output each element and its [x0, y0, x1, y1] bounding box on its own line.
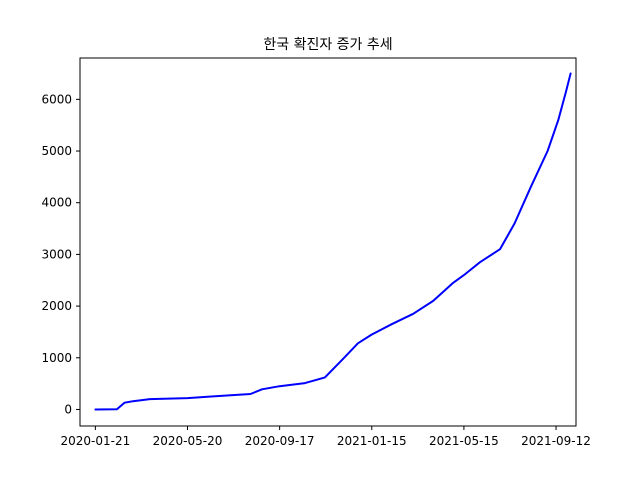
series-group: [94, 72, 572, 411]
y-tick-label: 3000: [41, 247, 72, 261]
chart-title: 한국 확진자 증가 추세: [263, 37, 392, 53]
y-axis: 0 1000 2000 3000 4000 5000 6000: [41, 92, 80, 416]
y-tick-label: 1000: [41, 351, 72, 365]
y-tick-label: 6000: [41, 92, 72, 106]
x-tick-label: 2021-09-12: [521, 434, 591, 448]
y-tick-label: 0: [64, 402, 72, 416]
x-tick-label: 2021-01-15: [337, 434, 407, 448]
y-tick-label: 5000: [41, 144, 72, 158]
y-tick-label: 2000: [41, 299, 72, 313]
x-axis: 2020-01-21 2020-05-20 2020-09-17 2021-01-15…: [60, 426, 591, 448]
x-tick-label: 2021-05-15: [429, 434, 499, 448]
x-tick-label: 2020-01-21: [60, 434, 130, 448]
x-tick-label: 2020-05-20: [153, 434, 223, 448]
x-tick-label: 2020-09-17: [245, 434, 315, 448]
plot-area-frame: [79, 57, 577, 427]
y-tick-label: 4000: [41, 196, 72, 210]
series-line: [94, 72, 572, 411]
